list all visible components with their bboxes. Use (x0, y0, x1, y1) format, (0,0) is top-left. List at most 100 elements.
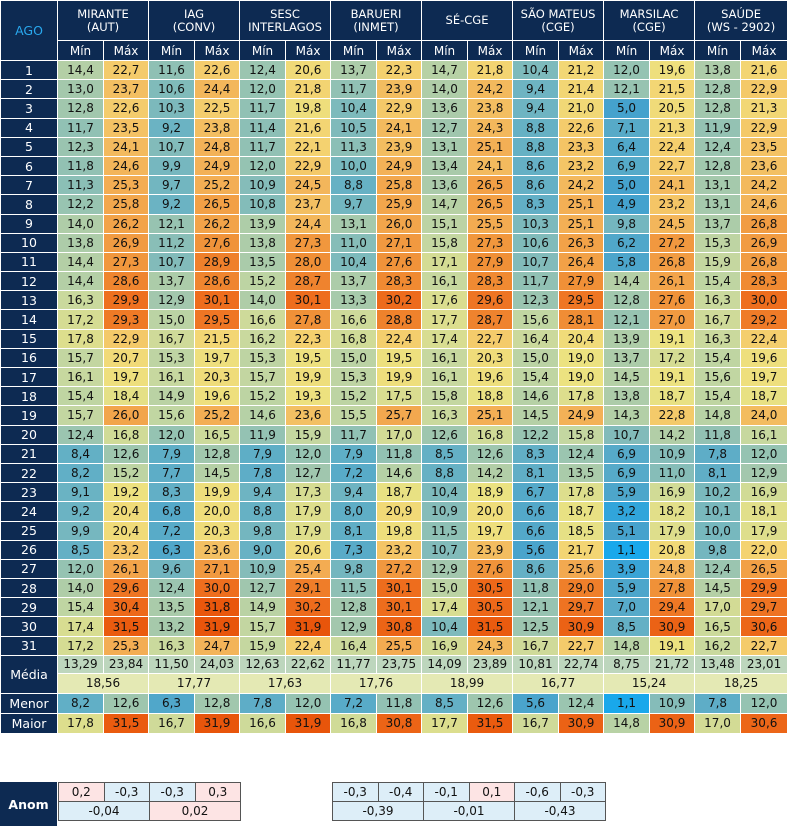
max-temp-cell: 16,9 (740, 482, 789, 503)
day-number: 25 (0, 520, 58, 541)
max-temp-cell: 22,9 (740, 117, 789, 138)
min-temp-cell: 10,3 (148, 98, 196, 119)
day-number: 7 (0, 175, 58, 196)
min-temp-cell: 15,0 (512, 347, 560, 369)
max-temp-cell: 28,1 (558, 309, 605, 330)
station-average: 15,24 (603, 672, 696, 694)
min-temp-cell: 7,0 (603, 597, 651, 618)
min-temp-cell: 8,8 (512, 136, 560, 157)
max-temp-cell: 15,2 (102, 462, 150, 484)
min-temp-cell: 14,4 (57, 251, 104, 273)
min-temp-cell: 13,4 (421, 155, 469, 177)
max-column-header: Máx (649, 40, 696, 61)
table-row: 17 16,1 19,7 16,1 20,3 15,7 19,9 15,3 19,9 16,1 19… (0, 366, 789, 388)
media-cell: 22,62 (285, 654, 332, 674)
min-temp-cell: 5,0 (603, 175, 651, 196)
min-temp-cell: 12,8 (330, 597, 378, 618)
max-column-header: Máx (102, 40, 150, 61)
max-temp-cell: 30,1 (376, 597, 423, 618)
max-temp-cell: 24,1 (376, 117, 423, 138)
max-temp-cell: 29,4 (649, 597, 696, 618)
table-row: 31 17,2 25,3 16,3 24,7 15,9 22,4 16,4 25,5 16,9 24… (0, 635, 789, 656)
max-temp-cell: 24,6 (740, 194, 789, 215)
min-temp-cell: 12,0 (239, 155, 287, 177)
max-temp-cell: 24,9 (376, 155, 423, 177)
max-temp-cell: 25,2 (194, 175, 241, 196)
max-temp-cell: 25,2 (194, 405, 241, 426)
min-temp-cell: 16,1 (421, 347, 469, 369)
max-temp-cell: 21,6 (285, 117, 332, 138)
max-temp-cell: 29,6 (467, 290, 514, 311)
media-cell: 13,48 (694, 654, 742, 674)
max-temp-cell: 28,3 (376, 271, 423, 292)
max-temp-cell: 19,8 (376, 520, 423, 541)
min-temp-cell: 16,3 (694, 290, 742, 311)
max-temp-cell: 12,4 (558, 443, 605, 464)
max-temp-cell: 28,6 (102, 271, 150, 292)
station-header: MIRANTE (AUT) (56, 0, 150, 41)
max-temp-cell: 26,9 (740, 232, 789, 253)
max-temp-cell: 19,0 (558, 366, 605, 388)
max-temp-cell: 17,9 (740, 520, 789, 541)
anomaly-mean: -0,04 (58, 801, 150, 821)
day-number: 29 (0, 597, 58, 618)
menor-cell: 12,0 (740, 692, 789, 714)
maior-cell: 31,9 (285, 712, 332, 734)
table-row: 29 15,4 30,4 13,5 31,8 14,9 30,2 12,8 30,1 17,4 30… (0, 597, 789, 618)
max-temp-cell: 21,5 (649, 79, 696, 100)
station-detail: INTERLAGOS (248, 19, 322, 34)
media-row: Média 13,29 23,84 11,50 24,03 12,63 22,62 11,77… (0, 654, 789, 694)
max-temp-cell: 22,7 (558, 635, 605, 656)
min-temp-cell: 16,1 (57, 366, 104, 388)
max-temp-cell: 12,8 (194, 443, 241, 464)
max-temp-cell: 24,1 (649, 175, 696, 196)
max-temp-cell: 19,1 (649, 635, 696, 656)
min-temp-cell: 12,8 (603, 290, 651, 311)
min-temp-cell: 8,1 (512, 462, 560, 484)
media-cell: 12,63 (239, 654, 287, 674)
min-temp-cell: 13,8 (57, 232, 104, 253)
min-temp-cell: 12,7 (239, 578, 287, 599)
min-temp-cell: 13,8 (694, 59, 742, 81)
min-column-header: Mín (421, 40, 469, 61)
min-temp-cell: 9,0 (239, 539, 287, 560)
max-temp-cell: 28,3 (740, 271, 789, 292)
min-temp-cell: 9,7 (330, 194, 378, 215)
min-temp-cell: 13,3 (330, 290, 378, 311)
max-temp-cell: 26,8 (740, 213, 789, 234)
table-row: 1 14,4 22,7 11,6 22,6 12,4 20,6 13,7 22,3 14,7 21,… (0, 59, 789, 81)
min-temp-cell: 14,0 (57, 213, 104, 234)
max-temp-cell: 23,8 (467, 98, 514, 119)
maior-cell: 16,7 (512, 712, 560, 734)
maior-cell: 16,7 (148, 712, 196, 734)
max-temp-cell: 18,7 (740, 386, 789, 407)
min-temp-cell: 13,7 (694, 213, 742, 234)
min-temp-cell: 14,0 (239, 290, 287, 311)
station-header: SESC INTERLAGOS (239, 0, 332, 41)
max-temp-cell: 17,9 (285, 501, 332, 522)
max-temp-cell: 26,5 (467, 194, 514, 215)
min-temp-cell: 12,8 (57, 98, 104, 119)
min-temp-cell: 7,2 (148, 520, 196, 541)
min-column-header: Mín (57, 40, 104, 61)
min-temp-cell: 8,1 (694, 462, 742, 484)
min-temp-cell: 12,2 (57, 194, 104, 215)
max-temp-cell: 23,5 (102, 117, 150, 138)
station-average: 16,77 (512, 672, 605, 694)
menor-cell: 11,8 (376, 692, 423, 714)
max-temp-cell: 27,0 (649, 309, 696, 330)
max-temp-cell: 19,5 (285, 347, 332, 369)
max-temp-cell: 18,5 (558, 520, 605, 541)
min-temp-cell: 14,6 (512, 386, 560, 407)
min-temp-cell: 12,4 (694, 136, 742, 157)
max-temp-cell: 11,8 (376, 443, 423, 464)
max-temp-cell: 26,0 (102, 405, 150, 426)
maior-cell: 31,5 (467, 712, 514, 734)
max-temp-cell: 12,6 (467, 443, 514, 464)
min-temp-cell: 5,1 (603, 520, 651, 541)
max-temp-cell: 28,9 (194, 251, 241, 273)
average-row: 18,56 17,77 17,63 17,76 18,99 16,77 15,24 18,25 (1, 672, 789, 694)
station-name: IAG (184, 6, 204, 21)
table-row: 22 8,2 15,2 7,7 14,5 7,8 12,7 7,2 14,6 8,8 14,2 8,1… (0, 462, 789, 484)
day-number: 18 (0, 386, 58, 407)
